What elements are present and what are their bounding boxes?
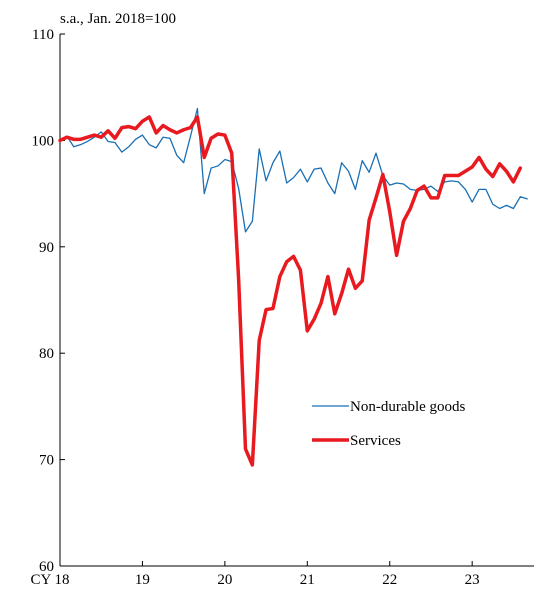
x-tick-label: 20 xyxy=(217,572,232,588)
y-tick-label: 110 xyxy=(32,27,54,43)
x-tick-label: 23 xyxy=(465,572,480,588)
series-line-non-durable-goods xyxy=(59,107,528,233)
y-tick-label: 100 xyxy=(32,133,55,149)
y-tick-label: 80 xyxy=(39,346,54,362)
x-tick-label: 22 xyxy=(382,572,397,588)
legend-label: Non-durable goods xyxy=(350,399,466,415)
x-tick-label: 19 xyxy=(135,572,150,588)
series-line-services xyxy=(58,115,523,467)
legend-label: Services xyxy=(350,433,401,449)
x-tick-label: 21 xyxy=(300,572,315,588)
unit-label: s.a., Jan. 2018=100 xyxy=(60,11,176,27)
x-tick-label: CY 18 xyxy=(30,572,69,588)
y-tick-label: 90 xyxy=(39,240,54,256)
y-tick-label: 70 xyxy=(39,453,54,469)
y-tick-label: 60 xyxy=(39,559,54,575)
